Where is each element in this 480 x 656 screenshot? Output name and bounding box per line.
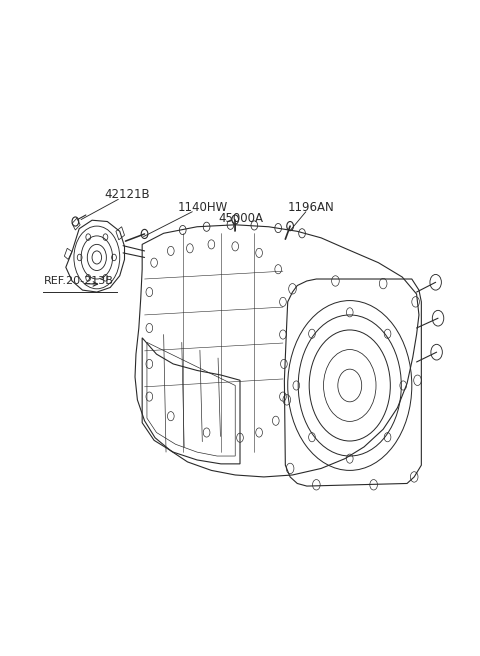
- Text: 1196AN: 1196AN: [288, 201, 335, 214]
- Text: 45000A: 45000A: [218, 212, 264, 225]
- Text: 42121B: 42121B: [104, 188, 150, 201]
- Text: 1140HW: 1140HW: [178, 201, 228, 214]
- Text: REF.20-213B: REF.20-213B: [43, 276, 113, 285]
